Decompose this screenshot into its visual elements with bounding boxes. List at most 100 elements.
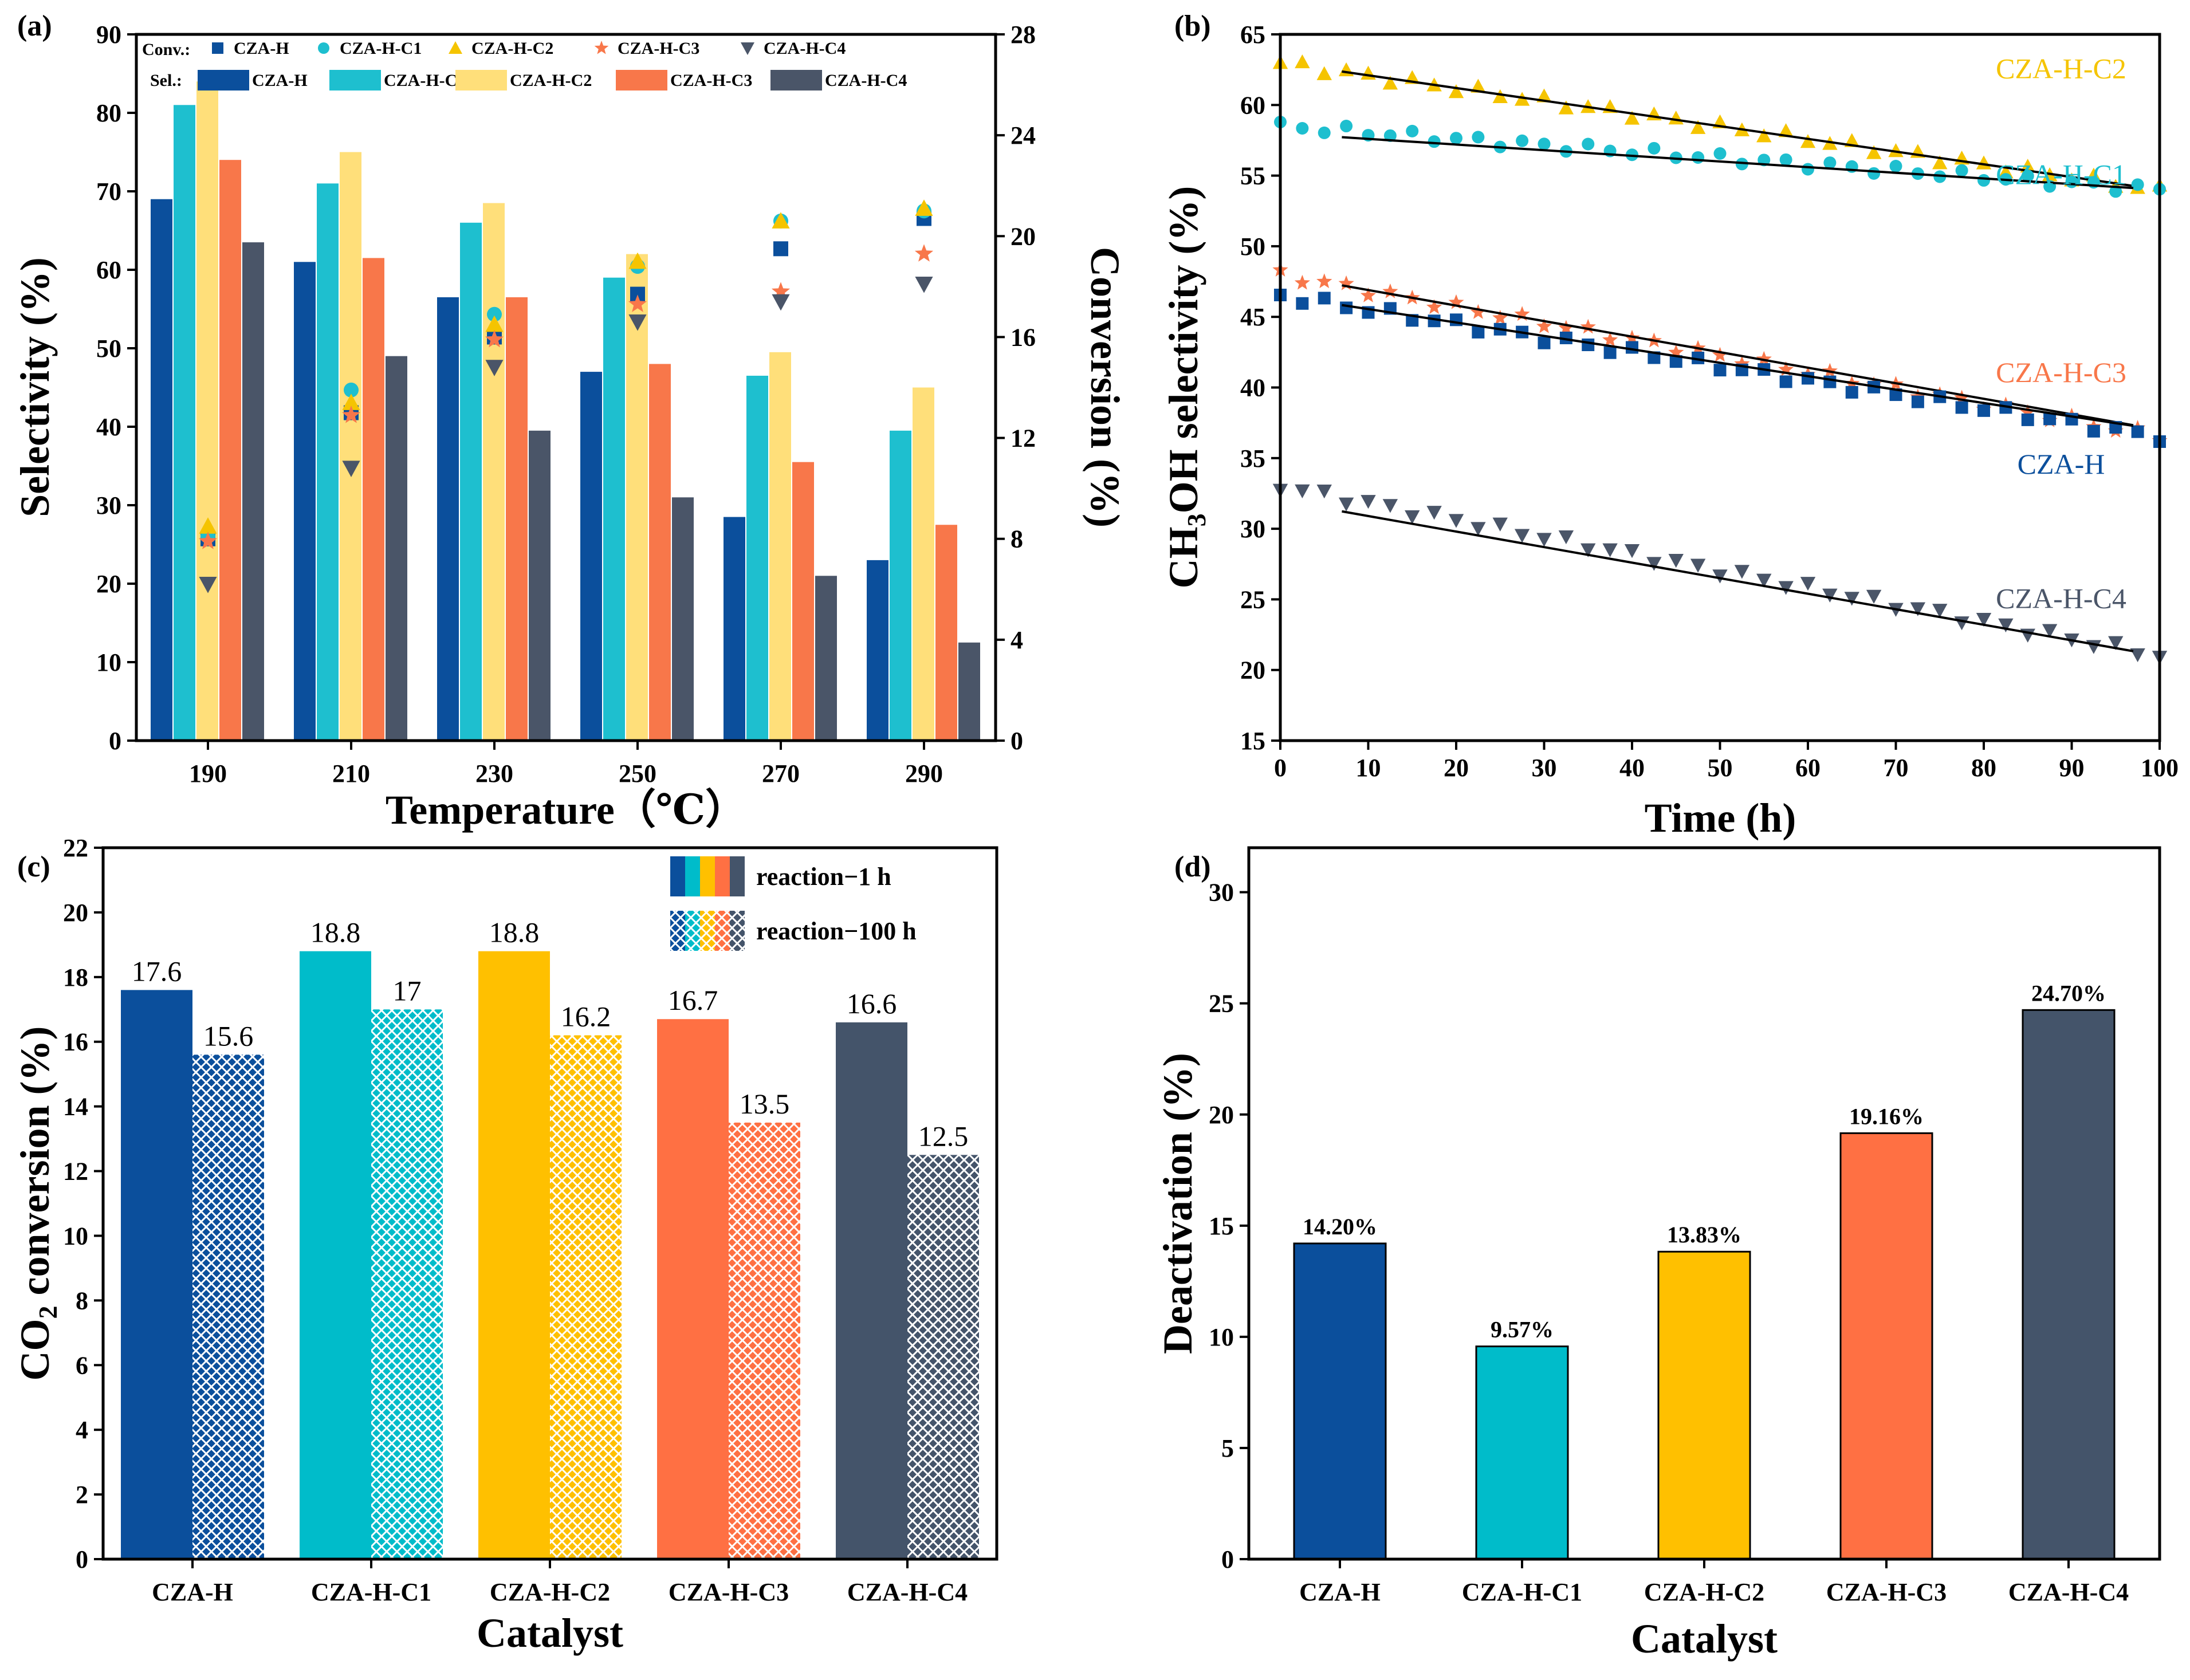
x-tick-label: 80: [1971, 754, 1996, 782]
x-tick-label: 190: [189, 760, 227, 788]
legend-swatch-100h: [685, 911, 700, 951]
bar-sel-cza-h-c1-210: [317, 183, 339, 741]
marker-conv-cza-h-c4-270: [772, 294, 790, 311]
y-tick-label: 0: [109, 727, 121, 755]
marker-conv-cza-h-c2-230: [485, 315, 504, 332]
y-tick-label: 0: [1221, 1545, 1234, 1573]
marker-conv-cza-h-270: [773, 241, 788, 257]
point-cza-h-c2: [1778, 123, 1794, 137]
bar-sel-cza-h-c3-230: [506, 297, 528, 741]
point-cza-h-c4: [1778, 581, 1794, 595]
point-cza-h-c3: [1668, 344, 1684, 359]
panel-a-label: (a): [17, 10, 52, 42]
point-cza-h-c1: [1318, 126, 1331, 139]
point-cza-h-c1: [1977, 174, 1990, 187]
series-label-cza-h-c3: CZA-H-C3: [1996, 356, 2126, 388]
point-cza-h-c3: [1734, 356, 1750, 371]
value-label-1h-cza-h-c4: 16.6: [847, 987, 897, 1020]
panel-b-label: (b): [1174, 10, 1211, 42]
point-cza-h-c1: [1779, 153, 1792, 166]
point-cza-h-c1: [1296, 121, 1309, 135]
point-cza-h-c2: [1471, 78, 1486, 93]
point-cza-h-c1: [1802, 163, 1814, 176]
panel-d-plot: 14.20% CZA-H 9.57% CZA-H-C1 13.83% CZA-H-C2 19…: [1209, 879, 2129, 1606]
bar-sel-cza-h-c4-210: [386, 356, 407, 741]
point-cza-h-c4: [1492, 517, 1508, 532]
x-tick-label: 270: [762, 760, 800, 788]
marker-conv-cza-h-c4-230: [485, 360, 504, 376]
bar-100h-cza-h-c1: [371, 1009, 443, 1559]
x-tick-label: 30: [1532, 754, 1557, 782]
y-tick-label: 35: [1240, 444, 1265, 473]
legend-conv-label: CZA-H: [234, 39, 289, 58]
point-cza-h: [2131, 425, 2144, 438]
point-cza-h-c2: [1888, 143, 1904, 158]
bar-sel-cza-h-c4-230: [529, 430, 551, 741]
legend-swatch-1h: [685, 856, 700, 896]
bar-deactivation-cza-h-c2: [1657, 1250, 1751, 1560]
point-cza-h-c3: [1338, 275, 1354, 290]
bar-sel-cza-h-230: [437, 297, 459, 741]
point-cza-h-c3: [1712, 347, 1728, 362]
y2-tick-label: 16: [1011, 323, 1036, 351]
panel-a-legend-conv-title: Conv.:: [142, 40, 190, 59]
point-cza-h-c2: [1558, 100, 1574, 115]
panel-b: (b) 0 10 20 30 40 50 60 70 80 90 100 15 20 25 30 35 40 45…: [1161, 10, 2179, 841]
panel-d: (d) 14.20% CZA-H 9.57% CZA-H-C1 13.83% CZA-H-…: [1155, 846, 2161, 1662]
point-cza-h: [1911, 395, 1924, 408]
point-cza-h: [1802, 372, 1814, 385]
bar-sel-cza-h-c4-190: [242, 242, 264, 741]
y-tick-label: 25: [1240, 585, 1265, 613]
legend-sel-label: CZA-H-C1: [384, 71, 466, 90]
panel-a: (a) 190 210 230 250 270 290010203040506070809…: [12, 10, 1128, 833]
value-label-cza-h-c3: 19.16%: [1849, 1103, 1924, 1129]
bar-sel-cza-h-c2-250: [626, 254, 648, 741]
marker-conv-cza-h-c3-290: [914, 244, 934, 262]
legend-conv-marker-cza-h-c2: [449, 41, 462, 54]
value-label-100h-cza-h-c4: 12.5: [918, 1120, 969, 1152]
bar-deactivation-cza-h-c3: [1839, 1132, 1933, 1560]
x-tick-label: 90: [2059, 754, 2085, 782]
point-cza-h-c4: [1338, 497, 1354, 512]
panel-c: (c) 17.6 15.6 CZA-H 18.8 17 CZA-H-C1 18.8 16.2 C…: [12, 834, 998, 1656]
series-label-cza-h-c4: CZA-H-C4: [1996, 582, 2126, 614]
legend-swatch-1h: [730, 856, 745, 896]
panel-a-x-title: Temperature（℃）: [386, 787, 746, 833]
y2-tick-label: 4: [1011, 626, 1023, 654]
panel-c-frame: [101, 846, 998, 1561]
marker-conv-cza-h-c3-230: [485, 329, 504, 348]
x-tick-label: 290: [905, 760, 943, 788]
y-tick-label: 60: [1240, 91, 1265, 119]
legend-swatch-1h: [715, 856, 730, 896]
point-cza-h-c3: [1558, 320, 1574, 335]
legend-swatch-100h: [715, 911, 730, 951]
point-cza-h-c4: [1932, 604, 1948, 618]
point-cza-h-c3: [1360, 287, 1377, 302]
point-cza-h: [1472, 325, 1485, 339]
y-tick-label: 16: [63, 1028, 88, 1056]
legend-conv-marker-cza-h-c4: [741, 42, 754, 55]
y2-tick-label: 0: [1011, 727, 1023, 755]
point-cza-h: [2021, 413, 2034, 426]
x-tick-label: 100: [2141, 754, 2179, 782]
point-cza-h-c2: [1295, 54, 1310, 69]
point-cza-h-c1: [1450, 132, 1462, 145]
x-tick-label: 40: [1619, 754, 1645, 782]
value-label-100h-cza-h-c3: 13.5: [740, 1088, 790, 1120]
point-cza-h: [1779, 375, 1792, 388]
x-tick-label: 50: [1708, 754, 1733, 782]
point-cza-h-c4: [1514, 529, 1530, 543]
bar-sel-cza-h-c1-250: [603, 277, 625, 741]
point-cza-h-c2: [1492, 89, 1508, 104]
point-cza-h: [1713, 364, 1727, 377]
y2-tick-label: 12: [1011, 424, 1036, 453]
point-cza-h-c1: [1472, 131, 1485, 144]
bar-sel-cza-h-c1-190: [174, 105, 195, 741]
point-cza-h-c4: [1690, 558, 1706, 573]
point-cza-h-c1: [1428, 135, 1441, 148]
panel-a-legend: CZA-H CZA-H-C1 CZA-H-C2 CZA-H-C3 CZA-H-C4 CZA…: [198, 39, 907, 91]
panel-a-y-title: Selectivity (%): [12, 257, 58, 517]
x-tick-label: CZA-H-C3: [1826, 1578, 1947, 1606]
point-cza-h: [1692, 351, 1705, 364]
point-cza-h: [2043, 412, 2057, 426]
